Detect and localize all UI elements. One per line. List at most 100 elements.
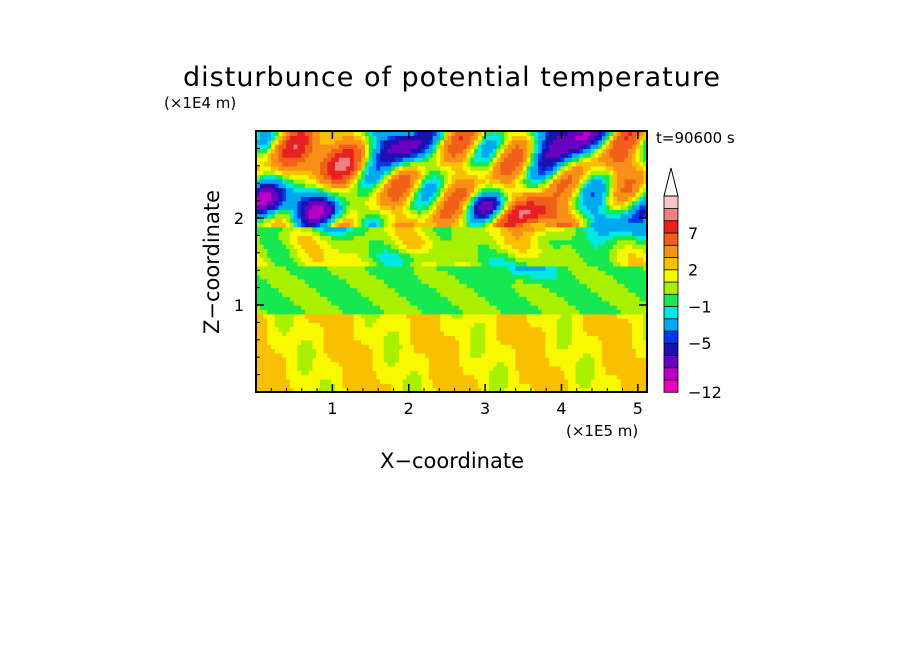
field-cell <box>470 326 475 332</box>
field-cell <box>289 265 295 271</box>
field-cell <box>635 209 641 215</box>
field-cell <box>522 183 528 189</box>
field-cell <box>271 283 276 289</box>
field-cell <box>560 322 565 328</box>
field-cell <box>496 283 501 289</box>
field-cell <box>413 296 419 302</box>
field-cell <box>380 383 385 389</box>
field-cell <box>613 209 618 215</box>
field-cell <box>301 235 306 241</box>
field-cell <box>301 305 306 310</box>
field-cell <box>560 231 565 236</box>
field-cell <box>353 383 359 389</box>
field-cell <box>380 231 385 236</box>
field-cell <box>383 344 389 350</box>
field-cell <box>278 218 283 223</box>
field-cell <box>534 200 539 206</box>
field-cell <box>601 222 607 228</box>
field-cell <box>432 322 438 328</box>
field-cell <box>504 348 509 354</box>
field-cell <box>466 270 471 276</box>
field-cell <box>417 183 423 189</box>
field-cell <box>316 248 321 254</box>
field-cell <box>353 244 359 250</box>
field-cell <box>346 322 351 328</box>
field-cell <box>485 191 490 197</box>
field-cell <box>425 274 430 280</box>
field-cell <box>560 296 565 302</box>
field-cell <box>334 318 340 323</box>
field-cell <box>289 287 295 293</box>
field-cell <box>346 313 351 319</box>
field-cell <box>301 331 306 337</box>
field-cell <box>541 361 547 367</box>
field-cell <box>353 196 359 202</box>
field-cell <box>635 370 641 376</box>
field-cell <box>425 300 430 306</box>
field-cell <box>462 300 468 306</box>
field-cell <box>267 357 272 363</box>
field-cell <box>583 196 588 202</box>
field-cell <box>316 331 321 337</box>
field-cell <box>263 274 268 280</box>
field-cell <box>515 261 520 267</box>
field-cell <box>466 226 471 232</box>
field-cell <box>428 387 434 392</box>
field-cell <box>631 331 637 337</box>
field-cell <box>387 352 392 358</box>
field-cell <box>425 209 430 215</box>
field-cell <box>425 365 430 371</box>
field-cell <box>398 339 404 345</box>
field-cell <box>500 348 505 354</box>
field-cell <box>451 265 456 271</box>
field-cell <box>282 218 287 223</box>
field-cell <box>361 183 366 189</box>
field-cell <box>436 378 441 384</box>
field-cell <box>492 204 498 210</box>
field-cell <box>380 209 385 215</box>
field-cell <box>568 248 573 254</box>
field-cell <box>496 222 501 228</box>
field-cell <box>278 235 283 241</box>
field-cell <box>342 209 347 215</box>
field-cell <box>530 235 535 241</box>
field-cell <box>286 309 291 315</box>
field-cell <box>263 287 268 293</box>
field-cell <box>346 261 351 267</box>
field-cell <box>353 218 359 223</box>
field-cell <box>553 252 558 258</box>
field-cell <box>504 265 509 271</box>
field-cell <box>308 322 313 328</box>
field-cell <box>353 191 359 197</box>
field-cell <box>553 305 558 310</box>
field-cell <box>361 331 366 337</box>
field-cell <box>274 222 280 228</box>
field-cell <box>545 270 550 276</box>
field-cell <box>289 252 295 258</box>
field-cell <box>537 291 543 297</box>
field-cell <box>624 278 629 284</box>
field-cell <box>492 248 498 254</box>
field-cell <box>616 383 622 389</box>
field-cell <box>417 305 423 310</box>
field-cell <box>643 374 647 380</box>
field-cell <box>556 291 562 297</box>
field-cell <box>357 387 362 392</box>
field-cell <box>293 352 298 358</box>
field-cell <box>462 204 468 210</box>
field-cell <box>398 278 404 284</box>
field-cell <box>489 348 494 354</box>
field-cell <box>395 183 400 189</box>
field-cell <box>598 283 603 289</box>
field-cell <box>459 309 464 315</box>
field-cell <box>406 326 411 332</box>
field-cell <box>624 274 629 280</box>
field-cell <box>447 274 453 280</box>
field-cell <box>492 300 498 306</box>
field-cell <box>530 204 535 210</box>
field-cell <box>474 187 479 193</box>
field-cell <box>556 383 562 389</box>
field-cell <box>545 357 550 363</box>
field-cell <box>594 305 599 310</box>
field-cell <box>474 270 479 276</box>
